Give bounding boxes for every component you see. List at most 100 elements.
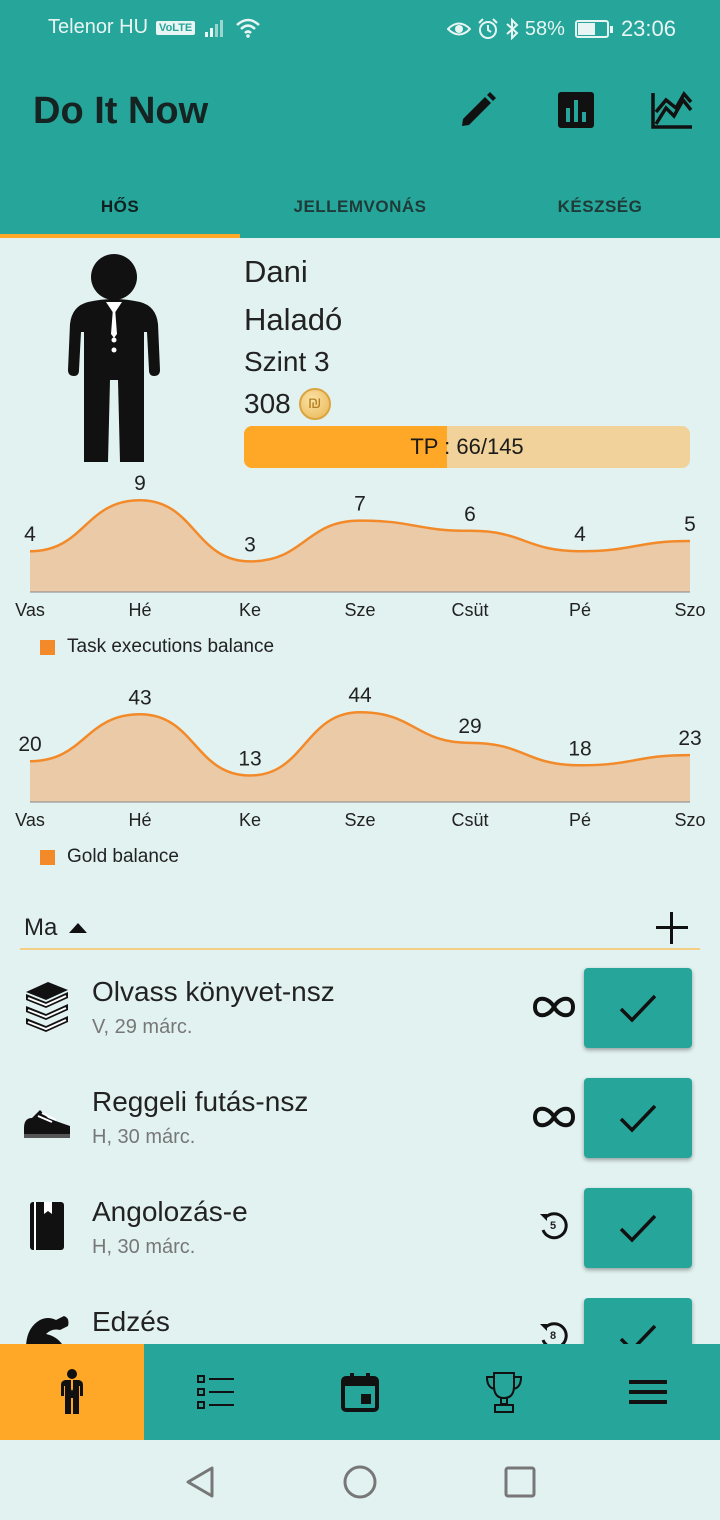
chart-tick-label: Szo (674, 810, 705, 830)
alarm-icon (478, 18, 498, 39)
chart-tick-label: Pé (569, 600, 591, 620)
chart-series-line (29, 498, 691, 563)
task-row[interactable]: Reggeli futás-nsz H, 30 márc. (0, 1078, 720, 1188)
task-executions-chart-svg: 4 Vas 9 Hé 3 Ke 7 Sze 6 Csüt 4 Pé 5 Szo (15, 472, 705, 620)
back-icon[interactable] (180, 1462, 220, 1502)
hero-name: Dani (244, 254, 308, 289)
sort-up-icon (69, 923, 88, 933)
chart-data-label: 6 (464, 503, 476, 526)
chart-tick-label: Sze (344, 810, 375, 830)
chart-data-label: 23 (678, 727, 701, 750)
task-date: H, 30 márc. (92, 1126, 196, 1148)
task-name: Edzés (92, 1306, 170, 1337)
gold-amount: 308 (244, 388, 291, 419)
chart-legend: Gold balance (40, 846, 179, 868)
edit-icon[interactable] (456, 88, 500, 132)
repeat-icon: 5 (530, 1210, 578, 1244)
signal-icon (205, 19, 224, 37)
tp-progress-bar: TP : 66/145 (244, 426, 690, 468)
hero-gold: 308 ₪ (244, 388, 331, 420)
recents-icon[interactable] (500, 1462, 540, 1502)
tab-indicator (0, 234, 240, 238)
check-icon (619, 994, 657, 1023)
complete-task-button[interactable] (584, 1078, 692, 1158)
carrier-name: Telenor HU (48, 16, 149, 38)
menu-nav-icon[interactable] (576, 1344, 720, 1440)
hero-level: Szint 3 (244, 346, 330, 377)
tab-bar: HŐS JELLEMVONÁS KÉSZSÉG (0, 176, 720, 238)
task-date: H, 30 márc. (92, 1236, 196, 1258)
add-task-icon[interactable] (656, 912, 688, 944)
system-navigation-bar (0, 1440, 720, 1520)
hero-nav-icon[interactable] (0, 1344, 144, 1440)
infinity-icon (532, 996, 576, 1018)
chart-area (30, 712, 690, 802)
list-sort-toggle[interactable]: Ma (24, 914, 88, 942)
check-icon (619, 1324, 657, 1344)
chart-tick-label: Hé (128, 810, 151, 830)
complete-task-button[interactable] (584, 1188, 692, 1268)
tab-traits[interactable]: JELLEMVONÁS (293, 197, 427, 216)
gold-balance-chart-svg: 20 Vas 43 Hé 13 Ke 44 Sze 29 Csüt 18 Pé 23 Szo (15, 684, 705, 830)
books-icon (26, 982, 68, 1032)
tasks-nav-icon[interactable] (144, 1344, 288, 1440)
trophy-nav-icon[interactable] (432, 1344, 576, 1440)
task-name: Olvass könyvet-nsz (92, 976, 335, 1007)
app-bar: Telenor HU VoLTE (0, 0, 720, 238)
check-icon (619, 1214, 657, 1243)
legend-label: Gold balance (67, 846, 179, 867)
infinity-icon (532, 1106, 576, 1128)
task-row[interactable]: Olvass könyvet-nsz V, 29 márc. (0, 968, 720, 1078)
bar-chart-icon[interactable] (554, 88, 598, 132)
chart-data-label: 4 (574, 523, 586, 546)
wifi-icon (236, 18, 261, 38)
chart-data-label: 5 (684, 513, 696, 536)
task-name: Angolozás-e (92, 1196, 248, 1227)
chart-data-label: 20 (18, 733, 41, 756)
repeat-count: 8 (550, 1330, 557, 1342)
chart-data-label: 4 (24, 523, 36, 546)
list-header-label: Ma (24, 914, 58, 941)
task-executions-chart: 4 Vas 9 Hé 3 Ke 7 Sze 6 Csüt 4 Pé 5 Szo Task executio… (0, 470, 720, 657)
check-icon (619, 1104, 657, 1133)
tab-skills[interactable]: KÉSZSÉG (557, 197, 643, 216)
chart-tick-label: Hé (128, 600, 151, 620)
tab-hero[interactable]: HŐS (100, 197, 140, 216)
calendar-nav-icon[interactable] (288, 1344, 432, 1440)
repeat-count: 5 (550, 1220, 557, 1232)
coin-icon: ₪ (298, 388, 331, 420)
task-row[interactable]: Edzés 8 (0, 1298, 720, 1344)
chart-area (30, 500, 690, 592)
book-icon (30, 1202, 64, 1250)
eye-icon (446, 22, 471, 36)
home-icon[interactable] (340, 1462, 380, 1502)
chart-tick-label: Ke (239, 600, 261, 620)
hero-class: Haladó (244, 302, 343, 337)
task-date: V, 29 márc. (92, 1016, 193, 1038)
chart-data-label: 3 (244, 533, 256, 556)
chart-legend: Task executions balance (40, 636, 274, 658)
line-chart-icon[interactable] (650, 88, 694, 132)
today-list-header: Ma (20, 908, 700, 950)
chart-tick-label: Vas (15, 810, 45, 830)
complete-task-button[interactable] (584, 1298, 692, 1344)
hero-avatar (68, 254, 160, 462)
muscle-icon (26, 1316, 69, 1344)
complete-task-button[interactable] (584, 968, 692, 1048)
volte-badge: VoLTE (156, 20, 196, 35)
sneaker-icon (24, 1110, 70, 1138)
task-row[interactable]: Angolozás-e H, 30 márc. 5 (0, 1188, 720, 1298)
app-title: Do It Now (33, 90, 209, 132)
chart-data-label: 43 (128, 686, 151, 709)
gold-balance-chart: 20 Vas 43 Hé 13 Ke 44 Sze 29 Csüt 18 Pé 23 Szo Gold b… (0, 680, 720, 867)
tp-label: TP : 66/145 (410, 434, 524, 459)
chart-data-label: 29 (458, 715, 481, 738)
chart-data-label: 44 (348, 684, 372, 707)
chart-tick-label: Szo (674, 600, 705, 620)
status-bar: Telenor HU VoLTE (0, 0, 720, 56)
battery-percent: 58% (524, 17, 565, 40)
chart-tick-label: Vas (15, 600, 45, 620)
legend-swatch (40, 639, 55, 655)
bottom-navigation (0, 1344, 720, 1440)
chart-tick-label: Csüt (451, 600, 488, 620)
